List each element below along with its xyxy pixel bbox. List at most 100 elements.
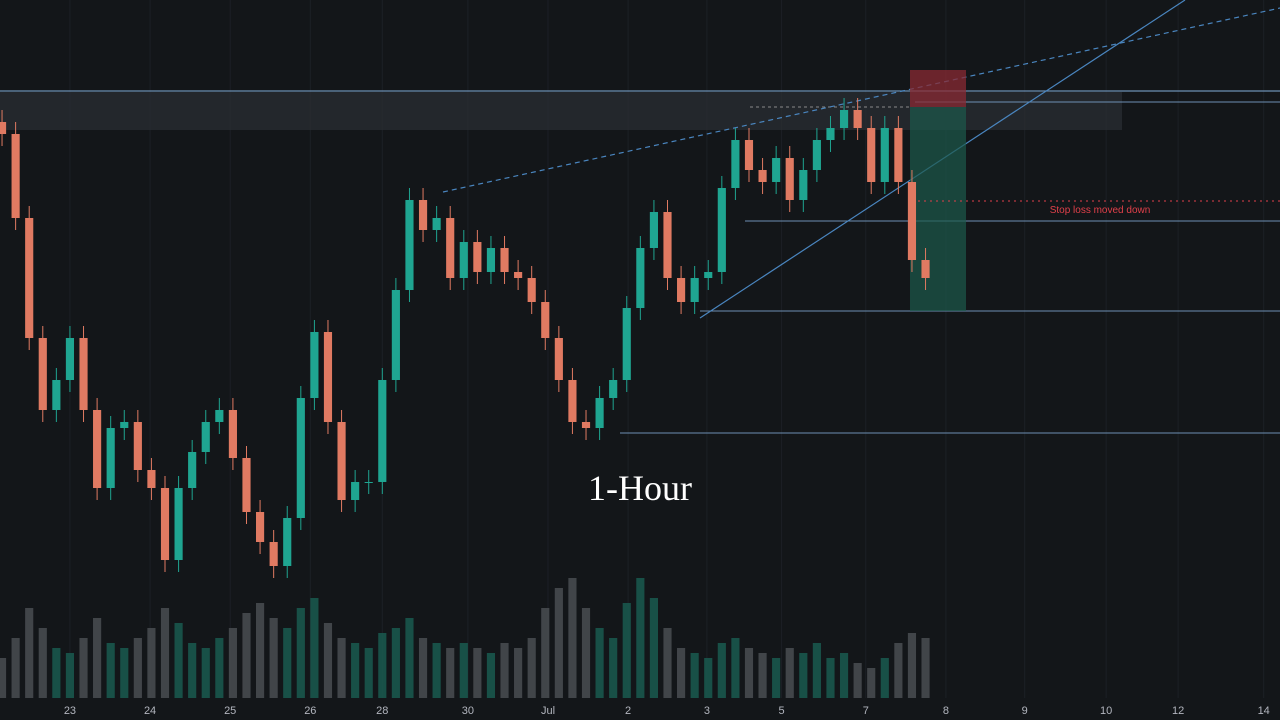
candle-body: [812, 140, 821, 170]
volume-bar: [459, 643, 468, 698]
volume-bar: [351, 643, 360, 698]
x-axis: 23 24 25 26 28 30 Jul 2 3 5 7 8 9 10 12 14: [64, 705, 1270, 717]
candle-body: [880, 128, 889, 182]
candle-body: [432, 218, 441, 230]
volume-bar: [649, 598, 658, 698]
volume-bar: [11, 638, 20, 698]
volume-bar: [418, 638, 428, 698]
candle-body: [541, 302, 550, 338]
volume-bar: [581, 608, 591, 698]
candle-body: [690, 278, 699, 302]
target-zone: [910, 107, 966, 311]
candle-body: [65, 338, 75, 380]
x-tick-label: 28: [376, 705, 388, 717]
volume-bar: [120, 648, 129, 698]
volume-bar: [514, 648, 523, 698]
volume-bar: [133, 638, 142, 698]
volume-bar: [391, 628, 400, 698]
candle-body: [704, 272, 713, 278]
volume-bar: [785, 648, 794, 698]
candle-body: [758, 170, 767, 182]
x-tick-label: 3: [704, 705, 710, 717]
candle-body: [405, 200, 414, 290]
volume-bar: [677, 648, 686, 698]
candle-body: [799, 170, 808, 200]
volume-bar: [65, 653, 75, 698]
volume-bar: [799, 653, 808, 698]
volume-bar: [486, 653, 496, 698]
volume-bar: [256, 603, 265, 698]
candle-body: [459, 242, 468, 278]
candle-body: [106, 428, 115, 488]
candles: [0, 98, 930, 578]
candle-body: [337, 422, 346, 500]
volume-bar: [473, 648, 482, 698]
candle-body: [595, 398, 604, 428]
candle-body: [772, 158, 781, 182]
volume-bar: [663, 628, 672, 698]
time-axis: [0, 698, 1280, 720]
candle-body: [93, 410, 102, 488]
volume-bar: [636, 578, 645, 698]
x-tick-label: 12: [1172, 705, 1184, 717]
volume-bar: [160, 608, 170, 698]
volume-bar: [79, 638, 88, 698]
volume-bar: [93, 618, 102, 698]
candle-body: [351, 482, 360, 500]
candle-body: [25, 218, 34, 338]
candle-body: [11, 134, 20, 218]
volume-bar: [188, 643, 197, 698]
volume-bar: [500, 643, 509, 698]
volume-bar: [174, 623, 183, 698]
candle-body: [256, 512, 265, 542]
candle-body: [649, 212, 658, 248]
candle-body: [0, 122, 7, 134]
candle-body: [364, 482, 373, 483]
volume-bar: [310, 598, 319, 698]
volume-bar: [283, 628, 292, 698]
candle-body: [133, 422, 142, 470]
x-tick-label: 10: [1100, 705, 1112, 717]
candle-body: [52, 380, 61, 410]
volume-bar: [568, 578, 577, 698]
x-tick-label: 25: [224, 705, 236, 717]
volume-bar: [215, 638, 224, 698]
candle-body: [79, 338, 88, 410]
candle-body: [160, 488, 170, 560]
volume-bar: [717, 643, 726, 698]
x-tick-label: 26: [304, 705, 316, 717]
volume-bar: [242, 613, 251, 698]
volume-bar: [432, 643, 441, 698]
x-tick-label: 24: [144, 705, 156, 717]
x-tick-label: 30: [462, 705, 474, 717]
volume-bar: [147, 628, 156, 698]
volume-bar: [337, 638, 346, 698]
candle-body: [867, 128, 876, 182]
candle-body: [38, 338, 47, 410]
volume-bar: [853, 663, 862, 698]
candle-body: [527, 278, 536, 302]
volume-bar: [880, 658, 889, 698]
volume-bar: [839, 653, 849, 698]
candle-body: [269, 542, 278, 566]
candle-body: [215, 410, 224, 422]
volume-bar: [690, 653, 699, 698]
candle-body: [554, 338, 563, 380]
candle-body: [242, 458, 251, 512]
volume-bar: [25, 608, 34, 698]
candle-body: [839, 110, 849, 128]
candle-body: [853, 110, 862, 128]
candle-body: [486, 248, 496, 272]
volume-bar: [296, 608, 305, 698]
volume-bar: [921, 638, 930, 698]
candle-body: [296, 398, 305, 518]
candle-body: [310, 332, 319, 398]
volume-bar: [731, 638, 740, 698]
candle-body: [446, 218, 455, 278]
volume-bar: [622, 603, 631, 698]
candle-body: [568, 380, 577, 422]
volume-bar: [405, 618, 414, 698]
x-tick-label: 8: [943, 705, 949, 717]
candle-body: [744, 140, 754, 170]
